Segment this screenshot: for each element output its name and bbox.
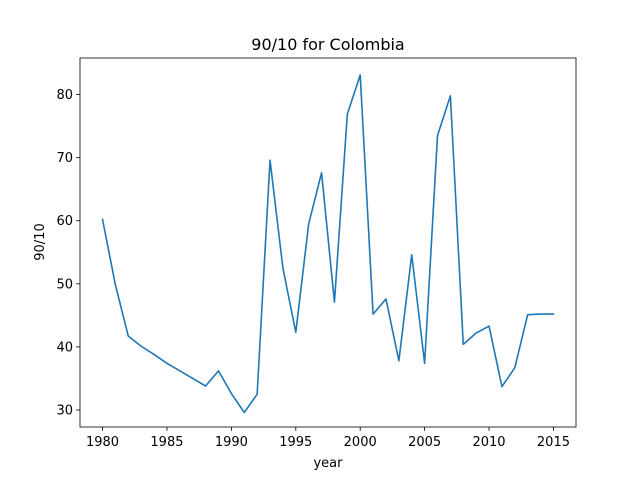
x-tick-label: 2015 xyxy=(537,435,570,450)
x-tick-label: 1990 xyxy=(215,435,248,450)
y-tick-label: 50 xyxy=(56,277,73,292)
y-tick-label: 80 xyxy=(56,88,73,103)
y-axis-label: 90/10 xyxy=(33,223,48,260)
plot-area: 1980 1985 1990 1995 2000 2005 2010 2015 30 40 50 60… xyxy=(56,57,577,450)
x-axis-label: year xyxy=(313,456,343,471)
y-tick-label: 60 xyxy=(56,214,73,229)
x-tick-label: 1985 xyxy=(150,435,183,450)
x-tick-label: 2005 xyxy=(408,435,441,450)
y-tick-label: 40 xyxy=(56,340,73,355)
chart-title: 90/10 for Colombia xyxy=(251,35,404,54)
series-line xyxy=(101,74,555,414)
x-tick-label: 1980 xyxy=(86,435,119,450)
plot-frame xyxy=(79,57,577,428)
x-tick-label: 2000 xyxy=(344,435,377,450)
y-tick-label: 70 xyxy=(56,151,73,166)
x-tick-label: 1995 xyxy=(279,435,312,450)
y-tick-label: 30 xyxy=(56,403,73,418)
x-tick-label: 2010 xyxy=(472,435,505,450)
